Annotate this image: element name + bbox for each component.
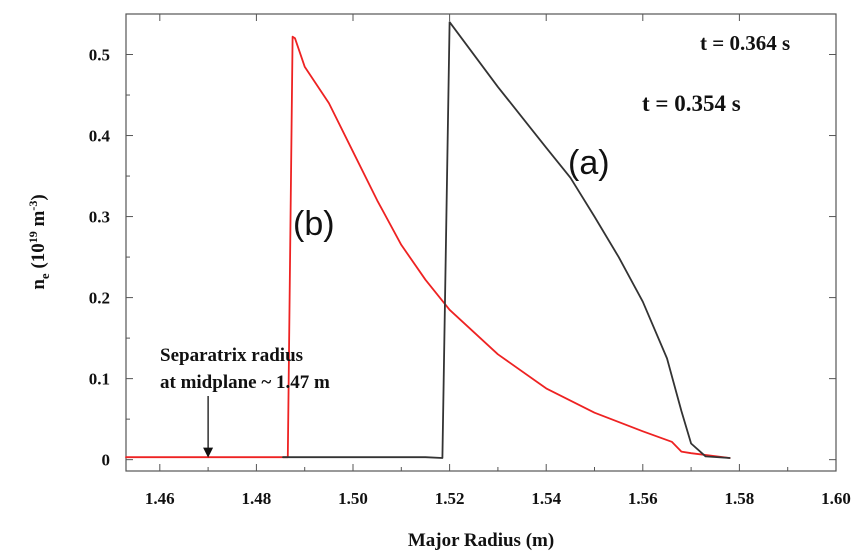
x-tick-label: 1.48 — [242, 489, 272, 508]
separatrix-annotation-line1: Separatrix radius — [160, 345, 303, 366]
x-tick-label: 1.54 — [531, 489, 561, 508]
y-tick-label: 0.2 — [89, 289, 110, 308]
x-tick-label: 1.46 — [145, 489, 175, 508]
x-tick-label: 1.60 — [821, 489, 851, 508]
x-tick-label: 1.56 — [628, 489, 658, 508]
x-tick-label: 1.58 — [725, 489, 755, 508]
series-lines — [125, 21, 731, 459]
y-tick-label: 0.3 — [89, 208, 110, 227]
x-tick-label: 1.52 — [435, 489, 465, 508]
x-tick-label: 1.50 — [338, 489, 368, 508]
series-line-a — [282, 21, 731, 459]
y-tick-label: 0.1 — [89, 370, 110, 389]
separatrix-annotation-line2: at midplane ~ 1.47 m — [160, 372, 330, 393]
separatrix-arrow-head — [203, 447, 214, 458]
series-a-label: (a) — [568, 144, 610, 182]
series-line-b — [125, 35, 731, 459]
x-axis-title: Major Radius (m) — [408, 530, 554, 551]
series-b-label: (b) — [293, 205, 335, 243]
y-tick-label: 0.4 — [89, 127, 111, 146]
axis-tick-labels: 1.46 1.48 1.50 1.52 1.54 1.56 1.58 1.60 0 0.1 0.2 0… — [89, 46, 851, 508]
y-axis-title: ne (1019 m-3) — [26, 194, 52, 289]
plot-frame — [125, 13, 837, 472]
separatrix-arrow — [203, 396, 214, 458]
y-tick-label: 0 — [102, 451, 111, 470]
axis-ticks — [126, 14, 837, 471]
y-tick-label: 0.5 — [89, 46, 110, 65]
time-label-b: t = 0.354 s — [642, 91, 741, 116]
time-label-a: t = 0.364 s — [700, 31, 790, 55]
